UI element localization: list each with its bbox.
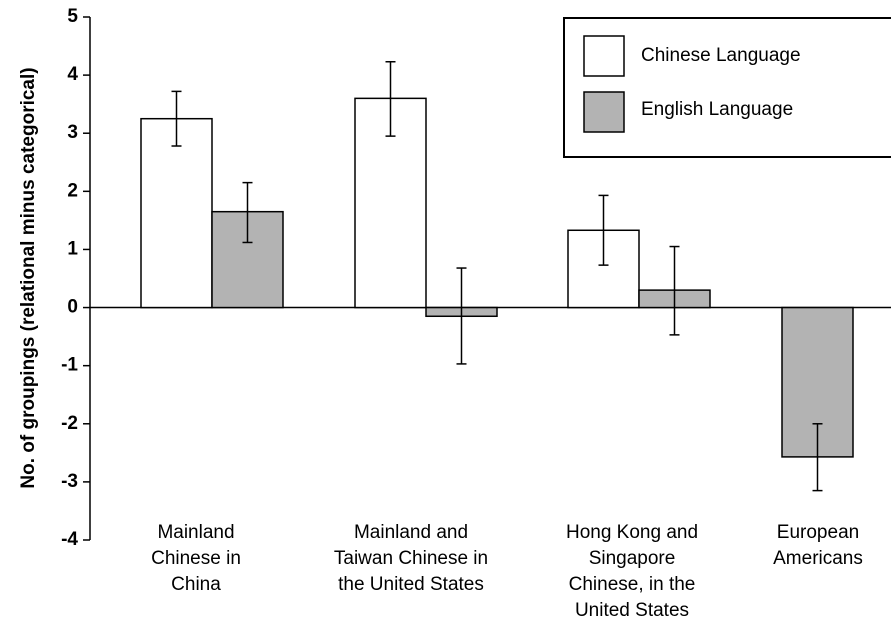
- category-label-1: Mainland and: [354, 522, 468, 543]
- category-label-0: Chinese in: [151, 548, 241, 569]
- category-labels: Mainland Chinese in China Mainland and Taiwa…: [151, 522, 863, 621]
- legend-swatch-chinese: [583, 35, 625, 77]
- y-tick-label: 4: [67, 64, 78, 85]
- category-label-1: the United States: [338, 574, 484, 595]
- y-tick-label: 5: [67, 6, 78, 27]
- legend: Chinese Language English Language: [563, 17, 891, 158]
- category-label-0: Mainland: [157, 522, 234, 543]
- y-tick-label: -4: [61, 529, 78, 550]
- y-tick-label: 0: [67, 297, 78, 318]
- category-label-1: Taiwan Chinese in: [334, 548, 488, 569]
- y-axis-label: No. of groupings (relational minus categ…: [18, 67, 39, 488]
- category-label-3: Americans: [773, 548, 863, 569]
- category-label-2: Hong Kong and: [566, 522, 698, 543]
- y-tick-label: 2: [67, 180, 78, 201]
- legend-swatch-english: [583, 91, 625, 133]
- y-tick-label: -2: [61, 413, 78, 434]
- y-axis-title: No. of groupings (relational minus categ…: [18, 67, 39, 488]
- y-tick-label: -3: [61, 471, 78, 492]
- category-label-3: European: [777, 522, 859, 543]
- y-tick-label: 1: [67, 238, 78, 259]
- category-label-2: Singapore: [589, 548, 676, 569]
- legend-label-chinese: Chinese Language: [641, 45, 801, 66]
- legend-label-english: English Language: [641, 99, 793, 120]
- category-label-2: United States: [575, 600, 689, 621]
- bar-chinese-0: [140, 117, 213, 309]
- category-label-0: China: [171, 574, 221, 595]
- category-label-2: Chinese, in the: [569, 574, 696, 595]
- error-bars-layer: [171, 60, 823, 492]
- y-tick-label: 3: [67, 122, 78, 143]
- y-tick-label: -1: [61, 355, 78, 376]
